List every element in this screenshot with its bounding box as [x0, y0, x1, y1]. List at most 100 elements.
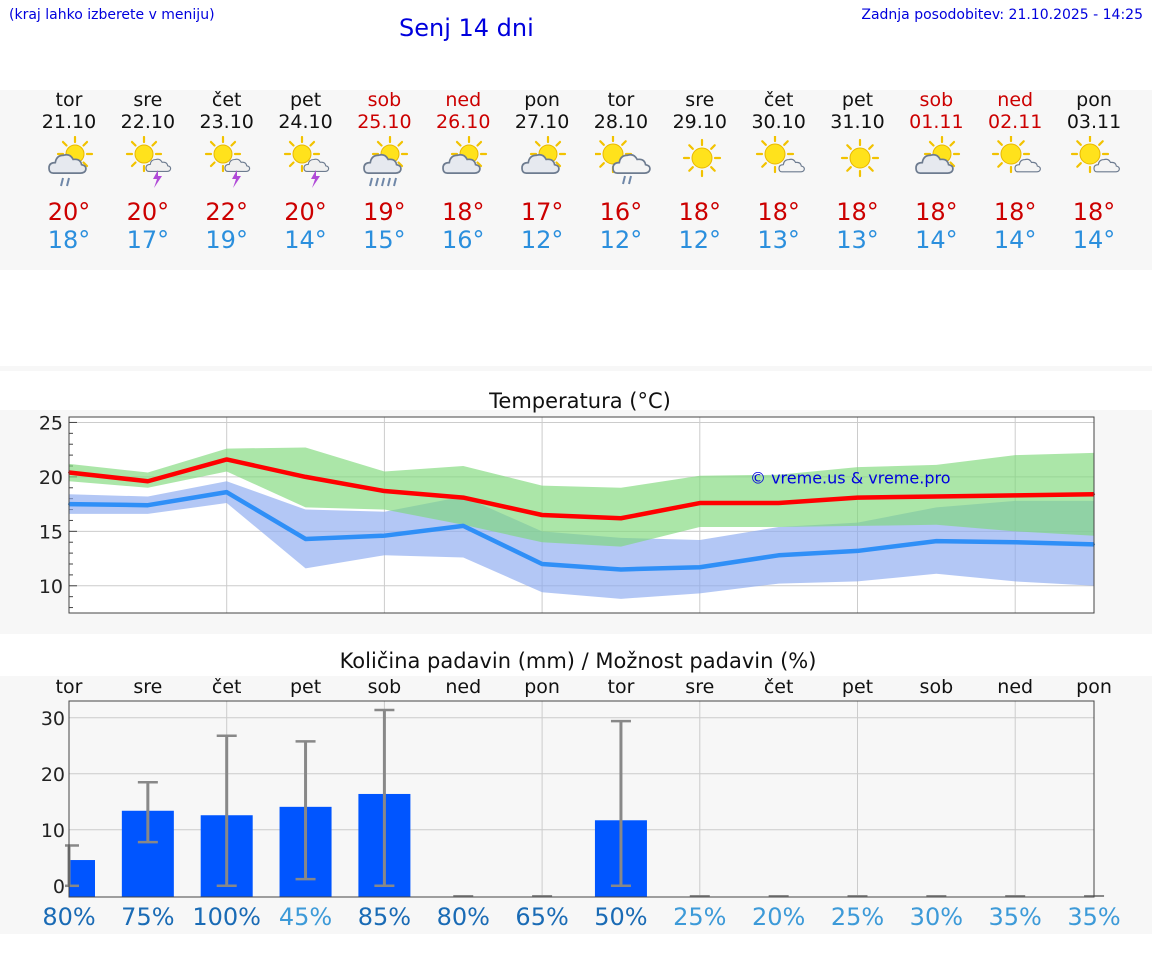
max-temp-point — [856, 496, 859, 499]
x-category-label: pet — [842, 676, 873, 698]
rain-drop — [66, 177, 70, 187]
temp-max: 18° — [915, 198, 958, 226]
day-name: pon — [524, 89, 560, 111]
sun-ray — [709, 166, 716, 172]
sun-small-cloud-icon — [992, 136, 1042, 174]
sun-ray — [1019, 140, 1026, 146]
location-menu-hint: (kraj lahko izberete v meniju) — [9, 7, 215, 23]
rain-drop — [369, 177, 374, 187]
day-name: sob — [919, 89, 954, 111]
rain-drop — [387, 177, 392, 187]
temp-max: 20° — [284, 198, 327, 226]
sun-disc — [849, 147, 870, 169]
precip-chance: 75% — [121, 903, 175, 931]
last-updated: Zadnja posodobitev: 21.10.2025 - 14:25 — [861, 7, 1143, 23]
lightning-bolt — [152, 170, 162, 188]
temp-min: 12° — [678, 226, 722, 254]
day-date: 30.10 — [751, 111, 806, 133]
precip-chance: 100% — [192, 903, 261, 931]
x-category-label: pon — [1076, 676, 1112, 698]
sun-ray — [151, 140, 157, 147]
precip-chance: 80% — [436, 903, 490, 931]
day-date: 25.10 — [357, 111, 412, 133]
sun-cloud-rain-icon — [594, 136, 651, 185]
sun-ray — [61, 140, 68, 147]
y-tick-label: 25 — [39, 412, 63, 434]
cloud-outline — [145, 158, 172, 172]
partly-cloudy-icon — [915, 136, 961, 174]
cloud-shape — [48, 153, 87, 174]
x-category-label: pet — [290, 676, 321, 698]
sun-ray — [709, 144, 716, 150]
precip-chance: 25% — [830, 903, 885, 931]
temp-min: 14° — [1072, 226, 1116, 254]
temp-max: 18° — [441, 198, 485, 226]
page-title: Senj 14 dni — [399, 14, 534, 42]
rain-drop — [60, 177, 64, 187]
precipitation-band — [0, 676, 1152, 934]
day-date: 03.11 — [1066, 111, 1122, 133]
cloud-shape — [302, 158, 329, 172]
max-temp-point — [225, 458, 228, 461]
temp-max: 22° — [205, 198, 248, 226]
sun-ray — [782, 140, 789, 146]
max-temp-point — [146, 480, 149, 483]
sun-cloud-rain-icon — [594, 136, 651, 185]
temp-min: 15° — [363, 226, 406, 254]
x-category-label: čet — [212, 676, 242, 698]
precip-chance: 85% — [357, 903, 412, 931]
rain-drop — [393, 177, 398, 187]
sun-cloud-thunder-icon — [125, 136, 172, 188]
max-temp-line — [68, 457, 1095, 521]
temp-min: 19° — [205, 226, 248, 254]
cloud-outline — [778, 158, 805, 173]
rain-drop — [621, 175, 626, 185]
max-temp-point — [462, 496, 465, 499]
sun-ray — [456, 140, 462, 147]
temp-min: 12° — [520, 226, 564, 254]
sun-ray — [555, 161, 562, 168]
sun-icon — [840, 138, 879, 178]
cloud-outline — [521, 153, 560, 174]
sun-cloud-thunder-icon — [204, 136, 250, 188]
sun-small-cloud-icon — [755, 136, 805, 174]
partly-cloudy-icon — [521, 136, 567, 174]
partly-cloudy-icon — [442, 136, 488, 174]
sun-ray — [687, 166, 694, 172]
divider-band — [0, 366, 1152, 371]
sun-ray — [760, 162, 767, 168]
sun-disc — [764, 143, 786, 165]
max-temp-point — [935, 495, 938, 498]
day-name: čet — [763, 89, 794, 111]
partly-cloudy-heavy-rain-icon — [363, 136, 409, 187]
min-temp-point — [777, 554, 780, 557]
max-temp-point — [1014, 494, 1017, 497]
max-temp-point — [619, 517, 622, 520]
cloud-outline — [1014, 158, 1042, 173]
sun-disc — [691, 147, 713, 169]
precip-chance: 80% — [42, 903, 96, 931]
day-date: 29.10 — [672, 111, 727, 133]
y-tick-label: 20 — [39, 467, 63, 489]
sun-ray — [599, 140, 605, 146]
min-temp-point — [383, 534, 386, 537]
cloud-shape — [915, 153, 955, 174]
forecast-band — [0, 90, 1152, 270]
sun-ray — [555, 140, 562, 147]
x-category-label: ned — [997, 676, 1033, 698]
sun-ray — [534, 140, 541, 147]
cloud-shape — [521, 153, 560, 174]
sun-small-cloud-icon — [1070, 136, 1120, 174]
sun-small-cloud-icon — [755, 136, 805, 174]
x-category-label: sre — [133, 676, 162, 698]
day-date: 22.10 — [120, 111, 176, 133]
sun-ray — [929, 140, 935, 147]
sun-ray — [476, 161, 483, 168]
sun-ray — [1076, 140, 1082, 146]
temp-min: 12° — [599, 226, 643, 254]
sun-icon — [682, 138, 721, 178]
sun-ray — [760, 140, 767, 146]
cloud-shape — [224, 158, 250, 172]
chart-title: Temperatura (°C) — [488, 389, 671, 413]
min-temp-point — [146, 504, 149, 507]
